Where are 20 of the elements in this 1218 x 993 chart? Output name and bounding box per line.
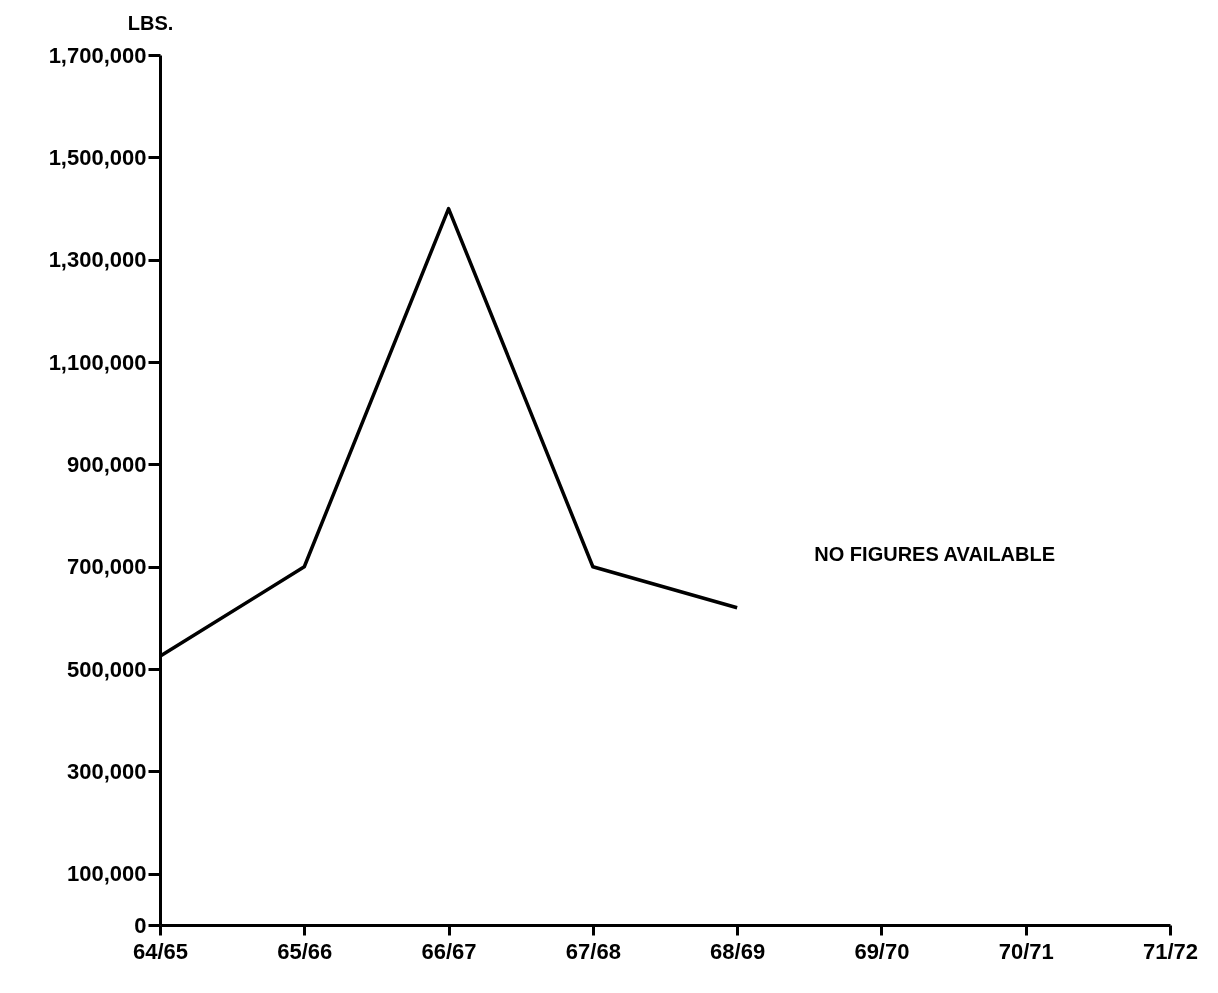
annotation: NO FIGURES AVAILABLE [814, 543, 1056, 566]
x-tick-label: 69/70 [854, 938, 910, 964]
y-tick-label: 700,000 [66, 554, 147, 580]
y-tick-label: 1,300,000 [48, 247, 147, 273]
y-tick-label: 1,100,000 [48, 349, 147, 375]
x-tick-label: 71/72 [1142, 938, 1199, 964]
y-tick-label: 100,000 [66, 861, 147, 887]
y-tick-label: 300,000 [66, 758, 147, 784]
y-tick-label: 500,000 [66, 656, 147, 682]
x-tick-label: 64/65 [132, 938, 189, 964]
x-tick-label: 66/67 [421, 938, 477, 964]
y-tick-label: 1,500,000 [48, 144, 147, 170]
x-tick-label: 70/71 [998, 938, 1054, 964]
x-tick-label: 65/66 [277, 938, 333, 964]
y-tick-label: 0 [134, 912, 147, 938]
x-tick-label: 68/69 [710, 938, 766, 964]
y-axis-title: LBS. [127, 11, 174, 34]
y-tick-label: 1,700,000 [48, 42, 147, 68]
x-tick-label: 67/68 [565, 938, 621, 964]
y-tick-label: 900,000 [66, 451, 147, 477]
